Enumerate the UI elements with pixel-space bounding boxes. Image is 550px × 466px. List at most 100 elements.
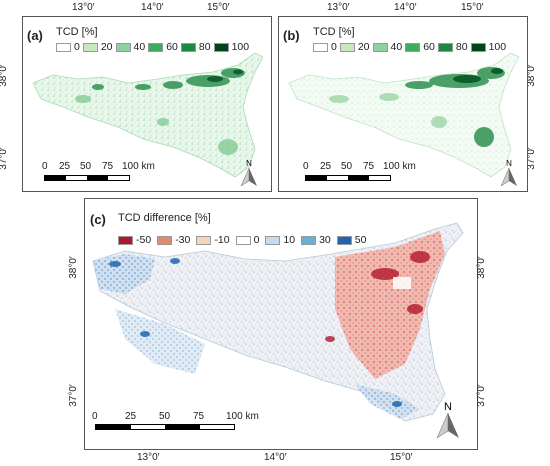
legend-item: 0 — [313, 41, 337, 53]
scale-label: 50 — [159, 411, 171, 422]
legend-swatch — [157, 235, 173, 245]
lon-tick-label: 13°0′ — [72, 2, 95, 13]
scale-label: 75 — [102, 161, 114, 172]
scale-label: 100 km — [226, 411, 259, 422]
legend-item: 20 — [82, 41, 113, 53]
lon-tick-label: 15°0′ — [390, 452, 413, 463]
north-label: N — [506, 159, 512, 168]
legend-item: -50 — [118, 234, 151, 246]
legend-label: -50 — [136, 234, 152, 246]
scale-label: 25 — [59, 161, 71, 172]
sicily-tcd-map-b — [288, 52, 520, 178]
legend-item: 60 — [405, 41, 435, 53]
scale-label: 0 — [92, 411, 98, 422]
legend-swatch — [313, 42, 328, 52]
scale-label: 0 — [42, 161, 48, 172]
panel-b-label: (b) — [283, 28, 300, 43]
legend-item: 80 — [437, 41, 468, 53]
sicily-tcd-map-a — [32, 52, 264, 178]
panel-a-map — [22, 16, 272, 192]
legend-label: 20 — [357, 41, 370, 53]
legend-swatch — [115, 42, 131, 52]
panel-a-legend: 0 20 40 60 80 100 — [56, 41, 249, 53]
legend-swatch — [265, 235, 281, 245]
lat-tick-label: 38°0′ — [67, 256, 79, 279]
panel-c-scale-bar — [95, 424, 235, 430]
panel-a-scale-labels: 0 25 50 75 100 km — [42, 161, 155, 173]
legend-swatch — [180, 42, 196, 52]
scale-label: 75 — [193, 411, 205, 422]
legend-label: 20 — [100, 41, 113, 53]
north-arrow-icon: N — [436, 401, 459, 439]
legend-item: 20 — [339, 41, 370, 53]
scale-label: 0 — [303, 161, 309, 172]
legend-swatch — [470, 42, 486, 52]
legend-item: 10 — [265, 234, 295, 246]
lat-tick-label: 38°0′ — [475, 256, 487, 279]
north-arrow-icon: N — [500, 159, 517, 187]
lat-tick-label: 37°0′ — [67, 384, 79, 407]
legend-swatch — [339, 42, 355, 52]
panel-c-map — [84, 198, 478, 450]
lon-tick-label: 13°0′ — [137, 452, 160, 463]
legend-item: 40 — [372, 41, 403, 53]
legend-item: 100 — [470, 41, 506, 53]
lat-tick-label: 38°0′ — [0, 64, 9, 87]
scale-label: 25 — [320, 161, 332, 172]
lon-tick-label: 14°0′ — [264, 452, 287, 463]
panel-b-legend-title: TCD [%] — [313, 26, 355, 38]
legend-swatch — [372, 42, 388, 52]
legend-label: 40 — [390, 41, 403, 53]
legend-swatch — [213, 42, 229, 52]
legend-swatch — [56, 42, 71, 52]
legend-label: 0 — [331, 41, 337, 53]
legend-swatch — [118, 235, 133, 245]
legend-swatch — [235, 235, 251, 245]
scale-label: 100 km — [122, 161, 155, 172]
legend-label: 10 — [283, 234, 296, 246]
legend-label: 0 — [253, 234, 260, 246]
legend-swatch — [148, 42, 164, 52]
north-label: N — [444, 401, 452, 413]
legend-label: 80 — [198, 41, 211, 53]
panel-c-legend-title: TCD difference [%] — [118, 212, 211, 224]
legend-swatch — [82, 42, 98, 52]
lon-tick-label: 13°0′ — [327, 2, 350, 13]
legend-label: 30 — [319, 234, 331, 246]
panel-a-scale-bar — [44, 175, 130, 181]
legend-item: 50 — [336, 234, 366, 246]
legend-swatch — [336, 235, 352, 245]
lon-tick-label: 15°0′ — [207, 2, 230, 13]
legend-item: 100 — [213, 41, 250, 53]
legend-item: -30 — [157, 234, 190, 246]
lat-tick-label: 37°0′ — [475, 384, 487, 407]
scale-label: 50 — [341, 161, 353, 172]
legend-label: 40 — [133, 41, 146, 53]
legend-label: 100 — [231, 41, 250, 53]
scale-label: 50 — [80, 161, 92, 172]
negative-change-region — [335, 231, 445, 379]
panel-b-scale-labels: 0 25 50 75 100 km — [303, 161, 416, 173]
panel-b-scale-bar — [305, 175, 391, 181]
legend-label: 0 — [74, 41, 80, 53]
panel-a-legend-title: TCD [%] — [56, 26, 98, 38]
legend-item: 0 — [56, 41, 80, 53]
legend-swatch — [196, 235, 212, 245]
legend-swatch — [437, 42, 453, 52]
legend-item: -10 — [196, 234, 230, 246]
scale-label: 100 km — [383, 161, 416, 172]
legend-item: 60 — [148, 41, 178, 53]
north-arrow-icon: N — [240, 159, 257, 187]
legend-item: 80 — [180, 41, 211, 53]
lat-tick-label: 37°0′ — [0, 147, 9, 170]
lon-tick-label: 14°0′ — [394, 2, 417, 13]
lon-tick-label: 15°0′ — [461, 2, 484, 13]
legend-item: 0 — [235, 234, 260, 246]
panel-c-scale-labels: 0 25 50 75 100 km — [92, 411, 259, 423]
positive-change-region — [93, 254, 155, 294]
panel-b-legend: 0 20 40 60 80 100 — [313, 41, 506, 53]
legend-label: -30 — [175, 234, 191, 246]
legend-label: -10 — [214, 234, 230, 246]
legend-swatch — [405, 42, 421, 52]
dense-forest-patches — [92, 68, 245, 90]
